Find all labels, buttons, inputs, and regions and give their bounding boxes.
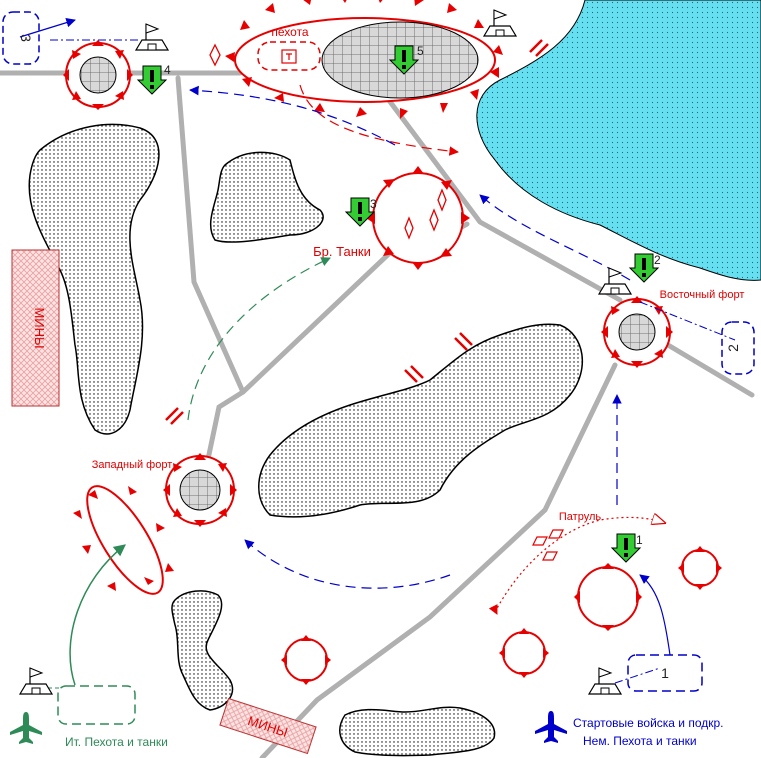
friendly-legend: Стартовые войска и подкр. Нем. Пехота и … xyxy=(535,711,724,748)
allied-forces-label: Ит. Пехота и танки xyxy=(65,735,168,749)
west-fort-label: Западный форт xyxy=(92,459,173,471)
objective-marker-3: 3 xyxy=(345,197,377,227)
svg-text:5: 5 xyxy=(417,44,424,58)
zone-3-number: 3 xyxy=(18,34,34,42)
allied-legend: Ит. Пехота и танки xyxy=(10,712,168,749)
mines-label-left: МИНЫ xyxy=(32,307,47,348)
airplane-icon xyxy=(10,712,42,744)
svg-text:2: 2 xyxy=(654,253,661,267)
northwest-fort xyxy=(63,40,133,110)
hq-flag-icon xyxy=(483,9,517,37)
movement-arrows xyxy=(19,17,736,689)
svg-text:1: 1 xyxy=(636,533,643,547)
hq-flag-icon xyxy=(135,23,169,51)
assembly-zone-3: 3 xyxy=(2,11,40,65)
minefield-bottom: МИНЫ xyxy=(219,697,317,755)
objective-marker-1: 1 xyxy=(611,533,643,563)
minefield-left: МИНЫ xyxy=(11,249,60,407)
exclamation-arrow-icon xyxy=(137,65,167,95)
zone-1-number: 1 xyxy=(661,665,669,681)
start-forces-label-line1: Стартовые войска и подкр. xyxy=(573,716,724,730)
east-fort-label: Восточный форт xyxy=(660,289,745,301)
enemy-strongpoints xyxy=(281,546,722,685)
assembly-zone-2: 2 xyxy=(721,321,755,375)
tank-position: Бр. Танки xyxy=(313,166,470,270)
patrol-units xyxy=(532,529,564,561)
svg-text:4: 4 xyxy=(164,63,171,77)
objective-marker-5: 5 xyxy=(389,44,424,75)
start-forces-label-line2: Нем. Пехота и танки xyxy=(583,734,697,748)
hq-flag-icon xyxy=(588,667,622,695)
east-fort: Восточный форт xyxy=(601,289,744,368)
enemy-outpost-ellipse xyxy=(73,485,174,595)
allied-assembly-zone xyxy=(57,685,136,725)
patrol-label: Патруль xyxy=(559,511,601,523)
roads xyxy=(0,70,755,758)
woods xyxy=(28,123,584,757)
lake xyxy=(476,0,761,281)
objective-marker-4: 4 xyxy=(137,63,171,95)
objective-marker-2: 2 xyxy=(629,253,661,283)
hq-flag-icon xyxy=(598,267,632,295)
tanks-label: Бр. Танки xyxy=(313,244,371,259)
west-fort: Западный форт xyxy=(92,453,237,527)
obstacle-marks xyxy=(165,39,549,425)
svg-text:3: 3 xyxy=(370,197,377,211)
infantry-label: пехота xyxy=(271,25,309,39)
enemy-infantry-position: пехота xyxy=(209,0,503,119)
assembly-zone-1: 1 xyxy=(627,654,703,692)
zone-2-number: 2 xyxy=(725,344,741,352)
hq-flag-icon xyxy=(19,667,53,695)
airplane-icon xyxy=(535,711,567,743)
